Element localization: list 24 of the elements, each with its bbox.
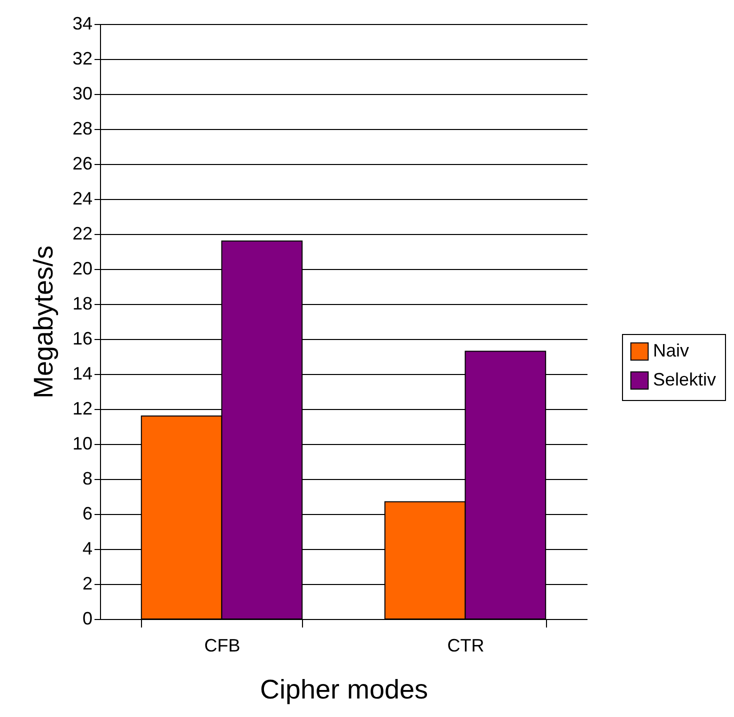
y-tick-label: 26 — [72, 154, 92, 174]
y-tick-label: 14 — [72, 364, 92, 384]
y-tick-label: 2 — [82, 574, 92, 594]
legend-label: Selektiv — [653, 370, 716, 390]
y-tick-label: 12 — [72, 398, 92, 418]
y-tick-label: 8 — [82, 468, 92, 488]
y-tick-label: 28 — [72, 118, 92, 138]
y-tick-label: 16 — [72, 328, 92, 348]
x-tick-label: CFB — [204, 636, 240, 656]
y-tick-label: 20 — [72, 258, 92, 278]
y-axis-title: Megabytes/s — [28, 245, 58, 399]
y-tick-label: 10 — [72, 434, 92, 454]
y-tick-label: 4 — [82, 538, 92, 558]
y-tick-label: 18 — [72, 294, 92, 314]
y-tick-label: 34 — [72, 14, 92, 34]
y-tick-label: 0 — [82, 608, 92, 628]
y-tick-label: 32 — [72, 48, 92, 68]
y-tick-label: 22 — [72, 224, 92, 244]
y-tick-label: 30 — [72, 84, 92, 104]
x-tick-label: CTR — [447, 636, 484, 656]
y-tick-label: 24 — [72, 188, 92, 208]
legend-label: Naiv — [653, 340, 690, 360]
y-tick-label: 6 — [82, 504, 92, 524]
x-axis-title: Cipher modes — [260, 674, 428, 704]
